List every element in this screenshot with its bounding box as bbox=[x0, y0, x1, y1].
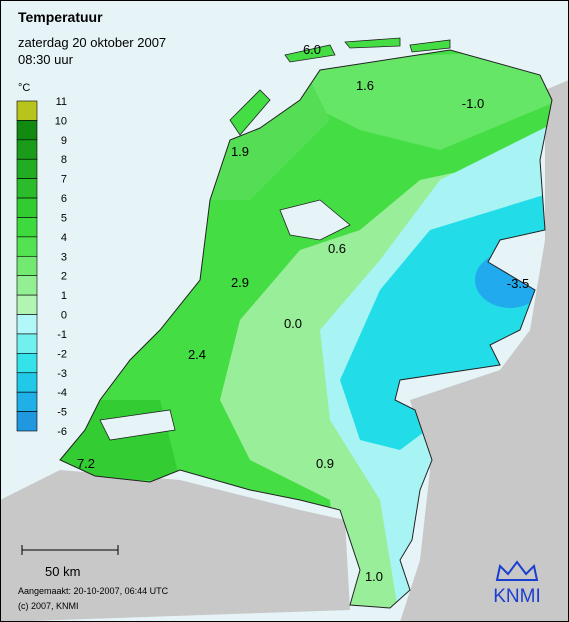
legend-swatch bbox=[16, 353, 38, 374]
legend-label: 9 bbox=[61, 135, 67, 147]
islands bbox=[229, 37, 451, 136]
logo-crown bbox=[495, 560, 539, 581]
legend-swatch bbox=[16, 294, 38, 315]
zone bbox=[300, 50, 552, 150]
legend-label: -4 bbox=[57, 387, 67, 399]
legend-label: -6 bbox=[57, 426, 67, 438]
legend-label: 6 bbox=[61, 193, 67, 205]
belgium bbox=[0, 470, 350, 622]
time: 08:30 uur bbox=[18, 52, 74, 67]
legend-label: -2 bbox=[57, 348, 67, 360]
temperature-label: 6.0 bbox=[303, 42, 321, 57]
legend-unit: °C bbox=[18, 82, 30, 94]
temperature-label: 7.2 bbox=[77, 456, 95, 471]
water bbox=[99, 199, 351, 441]
legend-swatch bbox=[16, 372, 38, 393]
temperature-label: 2.4 bbox=[188, 347, 206, 362]
legend-label: 1 bbox=[61, 290, 67, 302]
legend-label: -1 bbox=[57, 329, 67, 341]
legend-label: -3 bbox=[57, 368, 67, 380]
legend-swatch bbox=[16, 178, 38, 199]
legend-swatch bbox=[16, 100, 38, 121]
legend-label: 0 bbox=[61, 310, 67, 322]
legend-swatch bbox=[16, 255, 38, 277]
legend-swatch bbox=[16, 333, 38, 354]
legend-swatch bbox=[16, 120, 38, 141]
temperature-label: 1.9 bbox=[231, 144, 249, 159]
scale-label: 50 km bbox=[45, 564, 80, 579]
legend-label: 3 bbox=[61, 251, 67, 263]
temperature-label: 0.6 bbox=[328, 241, 346, 256]
legend-label: -5 bbox=[57, 407, 67, 419]
legend-swatch bbox=[16, 391, 38, 412]
temperature-label: 1.6 bbox=[356, 78, 374, 93]
temperature-label: 0.0 bbox=[284, 316, 302, 331]
legend-swatch bbox=[16, 197, 38, 218]
created: Aangemaakt: 20-10-2007, 06:44 UTC bbox=[18, 586, 169, 596]
legend-label: 11 bbox=[56, 96, 67, 108]
legend-label: 4 bbox=[61, 232, 67, 244]
copyright: (c) 2007, KNMI bbox=[18, 601, 79, 611]
temperature-label: 2.9 bbox=[231, 275, 249, 290]
legend-swatch bbox=[16, 314, 38, 335]
germany bbox=[400, 80, 569, 622]
border bbox=[59, 49, 553, 609]
legend-label: 5 bbox=[61, 212, 67, 224]
date: zaterdag 20 oktober 2007 bbox=[18, 35, 166, 50]
legend-swatch bbox=[16, 217, 38, 238]
legend-swatch bbox=[16, 275, 38, 296]
logo: KNMI bbox=[493, 586, 541, 607]
legend-swatch bbox=[16, 236, 38, 257]
legend-swatch bbox=[16, 411, 38, 432]
temperature-label: 0.9 bbox=[316, 456, 334, 471]
temperature-label: -1.0 bbox=[462, 96, 484, 111]
legend-swatch bbox=[16, 139, 38, 160]
legend-label: 8 bbox=[61, 154, 67, 166]
map-labels: 6.0 1.6 -1.0 1.9 0.6 2.9 -3.5 0.0 2.4 0.9 7.2 1.0 bbox=[77, 42, 529, 584]
temperature-label: 1.0 bbox=[365, 569, 383, 584]
legend-label: 2 bbox=[61, 271, 67, 283]
temperature-label: -3.5 bbox=[507, 276, 529, 291]
legend-label: 10 bbox=[55, 115, 67, 127]
legend-swatch bbox=[16, 158, 38, 179]
title: Temperatuur bbox=[18, 9, 103, 25]
legend-label: 7 bbox=[61, 174, 67, 186]
